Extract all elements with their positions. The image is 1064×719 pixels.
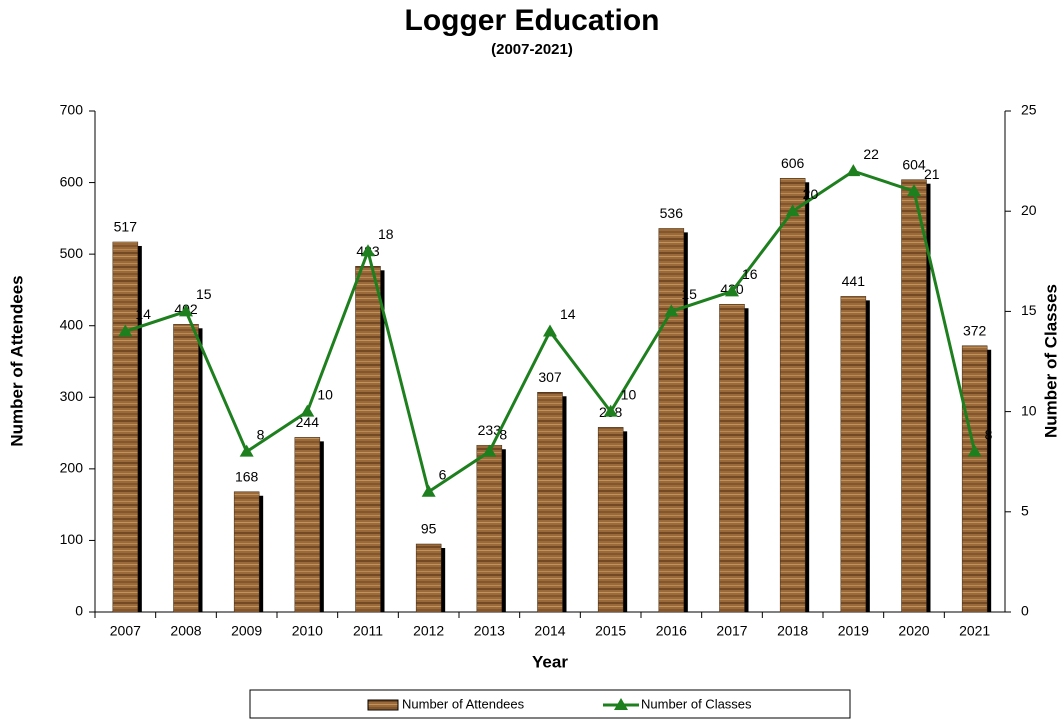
line-value-label: 18	[378, 226, 394, 242]
bar	[840, 296, 867, 613]
line-marker	[725, 284, 739, 297]
line-marker	[361, 244, 375, 257]
x-tick-label: 2015	[595, 623, 626, 639]
x-tick-label: 2019	[838, 623, 869, 639]
bar	[112, 241, 139, 613]
x-tick-label: 2020	[898, 623, 929, 639]
legend-swatch	[367, 699, 399, 711]
y-tick-label: 500	[60, 245, 84, 261]
legend-label: Number of Classes	[641, 696, 752, 711]
y2-tick-label: 5	[1021, 503, 1029, 519]
bar-value-label: 536	[660, 205, 684, 221]
y2-tick-label: 20	[1021, 202, 1037, 218]
line-value-label: 20	[803, 186, 819, 202]
x-tick-label: 2011	[353, 623, 383, 639]
bar	[233, 491, 260, 613]
line-marker	[967, 444, 982, 457]
line-value-label: 8	[499, 426, 507, 442]
line-marker	[543, 324, 557, 337]
y2-tick-label: 10	[1021, 402, 1037, 418]
line-marker	[482, 444, 497, 457]
bar-value-label: 606	[781, 155, 805, 171]
x-tick-label: 2021	[959, 623, 990, 639]
bar	[173, 324, 199, 613]
x-tick-label: 2014	[534, 623, 565, 639]
y2-tick-label: 0	[1021, 603, 1029, 619]
bar	[294, 437, 321, 613]
y-tick-label: 400	[60, 316, 84, 332]
y2-axis-title: Number of Classes	[1041, 284, 1060, 438]
line-value-label: 15	[681, 286, 697, 302]
line-marker	[239, 444, 254, 457]
x-tick-label: 2017	[716, 623, 747, 639]
line-value-label: 10	[621, 386, 637, 402]
line-marker	[785, 204, 800, 217]
bar	[961, 345, 988, 613]
y-tick-label: 600	[60, 173, 84, 189]
line-marker	[300, 404, 315, 417]
y-tick-label: 100	[60, 531, 84, 547]
x-tick-label: 2013	[474, 623, 505, 639]
line-marker	[907, 184, 921, 197]
y-tick-label: 0	[75, 603, 83, 619]
y-tick-label: 300	[60, 388, 84, 404]
line-value-label: 8	[985, 426, 993, 442]
line-value-label: 14	[560, 306, 576, 322]
line-marker	[421, 484, 436, 497]
bar-value-label: 517	[114, 219, 138, 235]
bar	[415, 543, 442, 613]
line-value-label: 21	[924, 166, 940, 182]
bar	[355, 266, 381, 613]
chart-subtitle: (2007-2021)	[491, 41, 573, 58]
bar-value-label: 95	[421, 521, 437, 537]
bar-value-label: 168	[235, 468, 259, 484]
legend-box	[249, 689, 851, 719]
bar	[658, 228, 685, 613]
x-axis-title: Year	[532, 652, 568, 671]
bar	[779, 178, 806, 613]
line-value-label: 8	[257, 426, 265, 442]
line-value-label: 6	[439, 466, 447, 482]
line-value-label: 14	[135, 306, 151, 322]
bar-value-label: 441	[842, 273, 866, 289]
y-tick-label: 200	[60, 460, 84, 476]
legend-label: Number of Attendees	[402, 696, 525, 711]
bar-value-label: 372	[963, 322, 987, 338]
bar	[476, 444, 503, 613]
y2-tick-label: 25	[1021, 102, 1037, 118]
y-tick-label: 700	[60, 102, 84, 118]
line-marker	[179, 304, 193, 317]
bar	[597, 427, 624, 613]
line-value-label: 15	[196, 286, 212, 302]
line-value-label: 22	[863, 146, 879, 162]
bar	[719, 303, 745, 613]
x-tick-label: 2007	[110, 623, 141, 639]
y-axis-title: Number of Attendees	[7, 275, 26, 446]
bar	[901, 179, 927, 613]
bar-value-label: 233	[478, 422, 502, 438]
x-tick-label: 2010	[292, 623, 323, 639]
legend-marker	[614, 698, 628, 710]
x-tick-label: 2018	[777, 623, 808, 639]
x-tick-label: 2009	[231, 623, 262, 639]
x-tick-label: 2012	[413, 623, 444, 639]
line-value-label: 10	[317, 386, 333, 402]
x-tick-label: 2016	[656, 623, 687, 639]
bar-value-label: 307	[538, 369, 562, 385]
bar-value-label: 244	[296, 414, 320, 430]
chart-title: Logger Education	[405, 4, 660, 37]
line-value-label: 16	[742, 266, 758, 282]
line-marker	[118, 324, 133, 337]
y2-tick-label: 15	[1021, 302, 1037, 318]
bar-value-label: 604	[902, 156, 926, 172]
bar	[537, 392, 563, 613]
line-marker	[664, 304, 679, 317]
line-marker	[603, 404, 618, 417]
x-tick-label: 2008	[170, 623, 201, 639]
line-marker	[846, 164, 861, 177]
